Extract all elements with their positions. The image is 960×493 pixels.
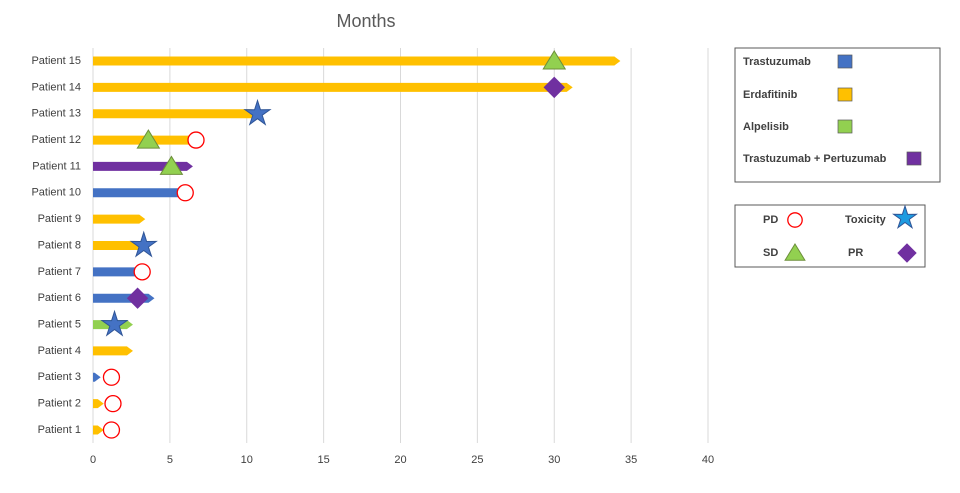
legend-symbol [892,204,918,230]
response-marker [243,98,272,126]
treatment-legend-box [734,47,941,183]
y-tick-label: Patient 13 [31,108,81,120]
swim-bar [93,399,104,409]
legend-label: Trastuzumab [743,56,811,68]
legend-label: SD [763,247,778,259]
response-marker [159,155,184,175]
x-tick-label: 30 [548,454,560,466]
legend-label: Erdafitinib [743,89,798,101]
legend-label: Toxicity [845,214,887,226]
response-marker [176,184,194,202]
response-marker [102,421,121,439]
y-tick-label: Patient 8 [38,239,81,251]
swim-bar [93,214,146,224]
swim-bar [93,188,186,198]
y-tick-label: Patient 11 [32,160,81,172]
y-tick-label: Patient 10 [31,187,81,199]
chart-title: Months [336,11,395,31]
response-marker [543,76,565,99]
y-tick-label: Patient 4 [38,345,81,357]
response-marker [136,129,161,149]
y-tick-label: Patient 14 [31,81,81,93]
x-tick-label: 15 [318,454,330,466]
swim-bar [93,372,101,382]
swim-bar [93,56,621,66]
y-tick-label: Patient 2 [38,398,81,410]
response-marker [100,309,129,337]
legend-symbol [897,243,917,263]
x-tick-label: 40 [702,454,714,466]
response-marker [542,50,567,70]
y-tick-label: Patient 9 [38,213,81,225]
response-marker [126,287,149,309]
y-tick-label: Patient 12 [31,134,81,146]
y-tick-label: Patient 7 [38,266,81,278]
legend-swatch [837,87,853,102]
x-tick-label: 35 [625,454,637,466]
response-legend-box [734,204,926,268]
y-tick-label: Patient 3 [38,371,81,383]
x-tick-label: 5 [167,454,173,466]
legend-label: Alpelisib [743,121,789,133]
legend-label: PR [848,247,863,259]
x-tick-label: 0 [90,454,96,466]
legend-symbol [784,243,806,261]
response-marker [102,368,121,386]
response-marker [133,263,151,281]
legend-swatch [906,151,922,166]
swim-bar [93,267,143,277]
swim-bar [93,241,146,250]
y-tick-label: Patient 15 [31,55,81,67]
y-tick-label: Patient 5 [38,318,81,330]
x-tick-label: 25 [471,454,483,466]
legend-swatch [837,119,853,134]
legend-label: Trastuzumab + Pertuzumab [743,153,887,165]
response-marker [129,230,158,258]
swim-bar [93,346,133,356]
response-marker [104,394,122,413]
swim-bar [93,109,258,119]
response-marker [187,131,205,149]
swim-bar [93,425,104,435]
legend-swatch [837,54,853,69]
x-tick-label: 20 [394,454,406,466]
legend-label: PD [763,214,778,226]
y-tick-label: Patient 6 [38,292,81,304]
y-tick-label: Patient 1 [38,424,81,436]
legend-symbol [787,212,803,228]
swim-bar [93,82,573,92]
x-tick-label: 10 [241,454,253,466]
